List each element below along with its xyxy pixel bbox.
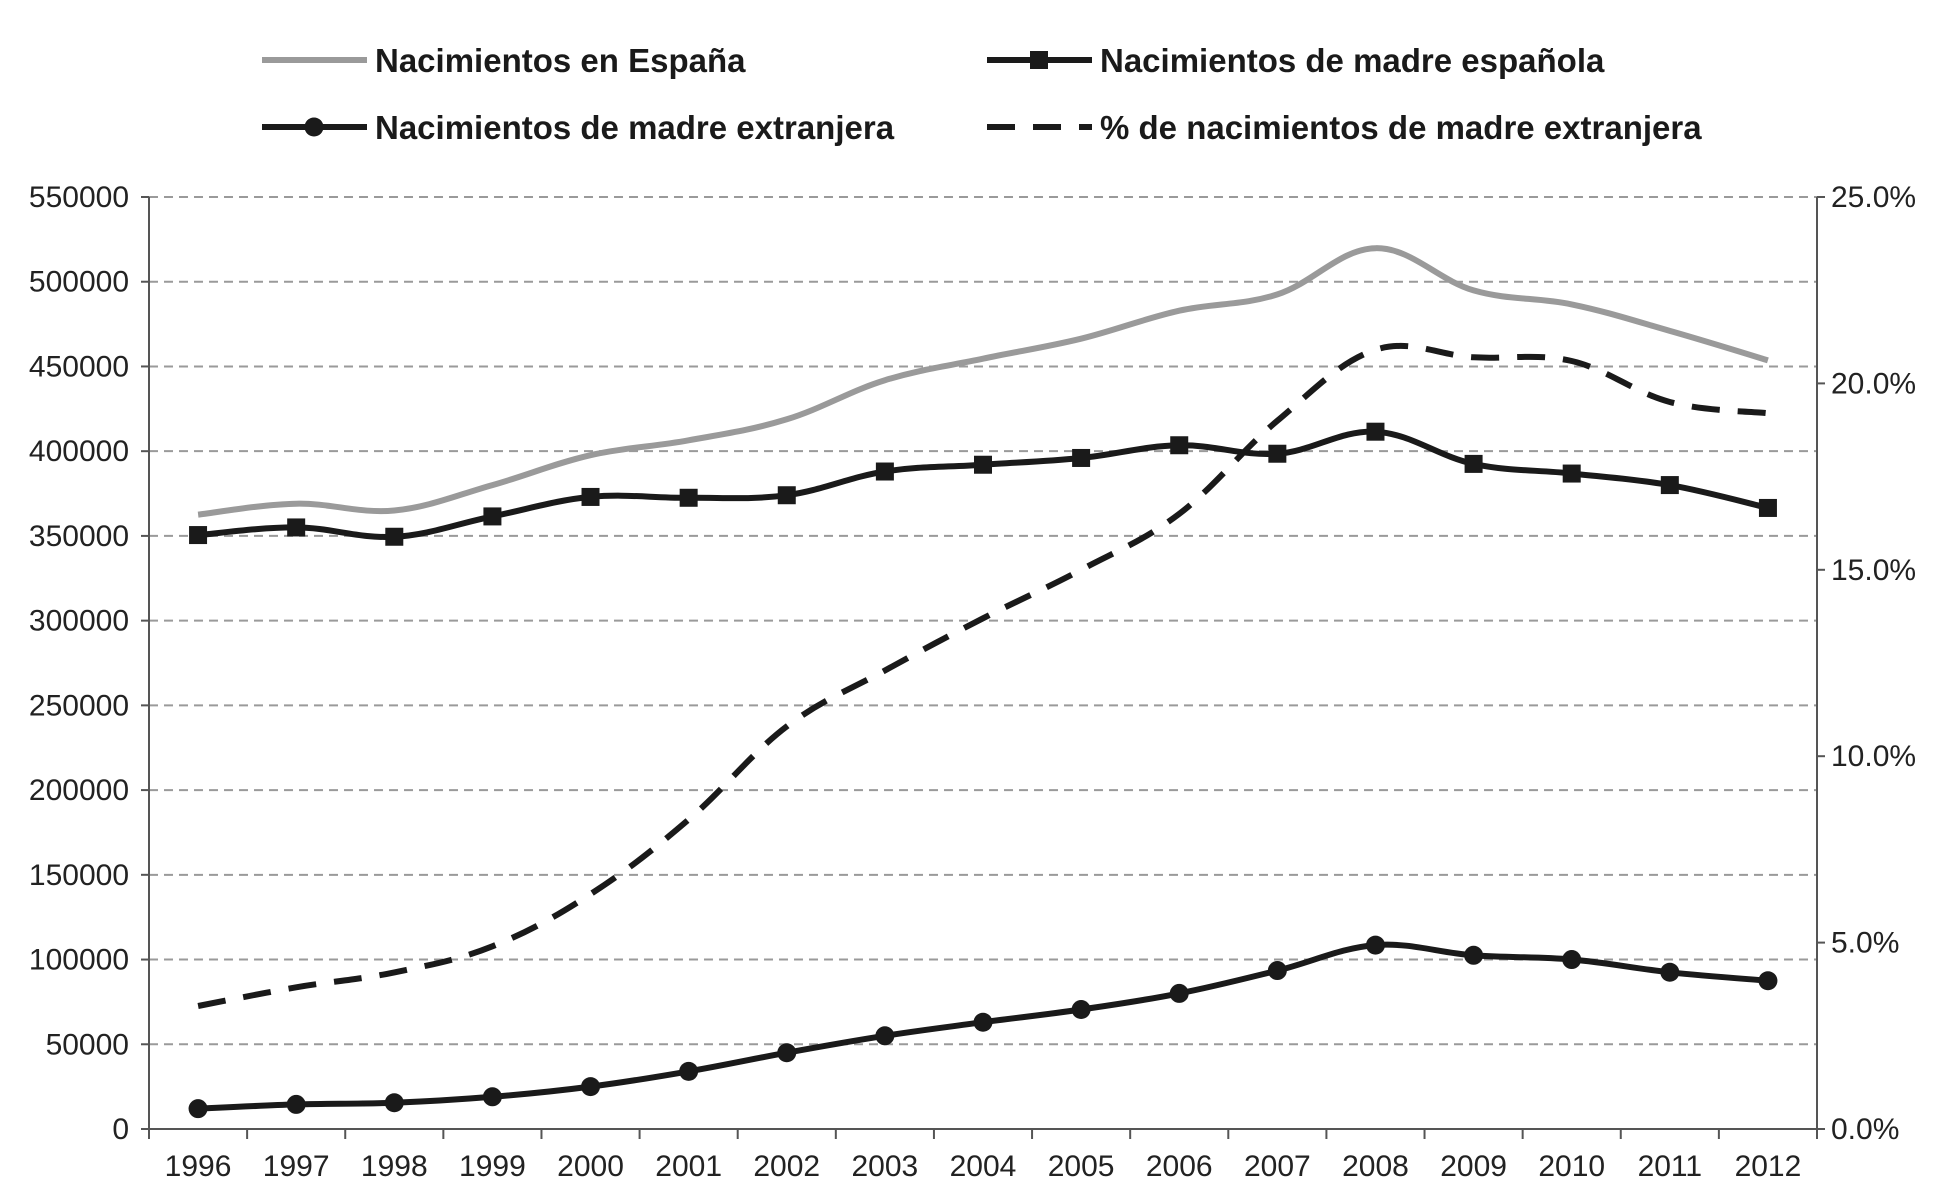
x-tick-label: 1999 xyxy=(459,1150,526,1183)
x-tick-label: 2004 xyxy=(950,1150,1017,1183)
x-tick-label: 1997 xyxy=(263,1150,330,1183)
y2-tick-label: 10.0% xyxy=(1831,740,1916,773)
square-marker xyxy=(974,455,992,474)
legend-label: % de nacimientos de madre extranjera xyxy=(1100,109,1702,146)
x-tick-label: 2003 xyxy=(852,1150,919,1183)
x-tick-label: 2011 xyxy=(1638,1150,1703,1183)
x-tick-label: 2009 xyxy=(1440,1150,1507,1183)
circle-marker xyxy=(1071,1000,1091,1020)
y-tick-label: 500000 xyxy=(29,266,129,299)
y-tick-label: 250000 xyxy=(29,689,129,722)
circle-marker xyxy=(581,1077,601,1097)
legend-label: Nacimientos de madre española xyxy=(1100,42,1605,79)
circle-marker xyxy=(188,1099,208,1119)
legend: Nacimientos en España Nacimientos de madr… xyxy=(262,42,1702,146)
square-marker xyxy=(483,507,502,526)
y2-tick-label: 5.0% xyxy=(1831,927,1899,960)
square-marker xyxy=(581,487,600,506)
legend-square-marker xyxy=(1030,51,1048,69)
x-tick-label: 1998 xyxy=(361,1150,428,1183)
x-tick-label: 2002 xyxy=(753,1150,820,1183)
series-line-3 xyxy=(197,342,1769,1009)
y-tick-label: 0 xyxy=(112,1113,129,1146)
circle-marker xyxy=(679,1061,699,1081)
x-tick-label: 2007 xyxy=(1244,1150,1311,1183)
circle-marker xyxy=(875,1026,895,1046)
square-marker xyxy=(1268,444,1287,463)
square-marker xyxy=(1562,464,1581,483)
legend-label: Nacimientos de madre extranjera xyxy=(375,109,895,146)
y2-tick-label: 0.0% xyxy=(1831,1113,1899,1146)
circle-marker xyxy=(1562,950,1582,970)
square-marker xyxy=(189,526,208,545)
circle-marker xyxy=(1464,945,1484,965)
legend-entry-3: % de nacimientos de madre extranjera xyxy=(987,109,1702,146)
x-tick-label: 2000 xyxy=(557,1150,624,1183)
series-line-1 xyxy=(197,428,1769,541)
y-tick-label: 150000 xyxy=(29,859,129,892)
y-tick-label: 350000 xyxy=(29,520,129,553)
y2-tick-label: 15.0% xyxy=(1831,554,1916,587)
legend-entry-2: Nacimientos de madre extranjera xyxy=(262,109,895,146)
square-marker xyxy=(777,486,796,505)
circle-marker xyxy=(973,1012,993,1032)
square-marker xyxy=(385,527,404,546)
circle-marker xyxy=(1758,971,1778,991)
square-marker xyxy=(1660,476,1679,495)
x-tick-label: 2010 xyxy=(1538,1150,1605,1183)
x-tick-label: 2006 xyxy=(1146,1150,1213,1183)
x-tick-label: 2005 xyxy=(1048,1150,1115,1183)
y2-tick-label: 25.0% xyxy=(1831,181,1916,214)
square-marker xyxy=(1170,436,1189,455)
circle-marker xyxy=(384,1093,404,1113)
legend-entry-1: Nacimientos de madre española xyxy=(987,42,1605,79)
y2-tick-label: 20.0% xyxy=(1831,367,1916,400)
circle-marker xyxy=(482,1087,502,1107)
gridlines xyxy=(149,196,1817,1046)
square-marker xyxy=(287,518,306,537)
circle-marker xyxy=(1660,962,1680,982)
axes: 0 50000 100000 150000 200000 250000 300000 3500… xyxy=(29,181,1916,1183)
legend-label: Nacimientos en España xyxy=(375,42,746,79)
y-tick-label: 400000 xyxy=(29,435,129,468)
legend-entry-0: Nacimientos en España xyxy=(262,42,746,79)
x-tick-label: 1996 xyxy=(165,1150,232,1183)
legend-circle-marker xyxy=(304,117,324,137)
circle-marker xyxy=(1365,935,1385,955)
y-tick-label: 100000 xyxy=(29,944,129,977)
y-tick-label: 300000 xyxy=(29,605,129,638)
square-marker xyxy=(1758,498,1777,517)
x-tick-label: 2012 xyxy=(1735,1150,1802,1183)
y-tick-label: 550000 xyxy=(29,181,129,214)
square-marker xyxy=(679,488,698,507)
square-marker xyxy=(1366,422,1385,441)
x-tick-label: 2008 xyxy=(1342,1150,1409,1183)
circle-marker xyxy=(1169,983,1189,1003)
circle-marker xyxy=(286,1094,306,1114)
circle-marker xyxy=(1267,961,1287,981)
y-tick-label: 50000 xyxy=(46,1028,129,1061)
circle-marker xyxy=(777,1043,797,1063)
square-marker xyxy=(875,462,894,481)
x-tick-label: 2001 xyxy=(655,1150,722,1183)
square-marker xyxy=(1464,454,1483,473)
square-marker xyxy=(1072,448,1091,467)
series-lines xyxy=(188,245,1778,1119)
y-tick-label: 450000 xyxy=(29,350,129,383)
y-tick-label: 200000 xyxy=(29,774,129,807)
series-line-0 xyxy=(197,245,1769,518)
